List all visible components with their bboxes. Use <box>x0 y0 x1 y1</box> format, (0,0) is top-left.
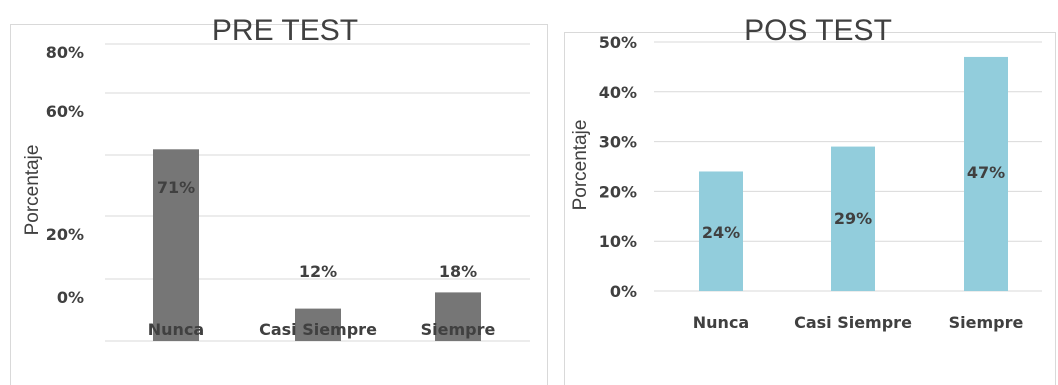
y-tick-label: 80% <box>46 43 84 62</box>
y-tick-label: 30% <box>599 133 637 152</box>
data-label: 18% <box>439 262 477 281</box>
x-tick-label: Nunca <box>693 313 749 332</box>
y-tick-label: 10% <box>599 232 637 251</box>
bar-siempre <box>435 292 481 341</box>
y-tick-label: 60% <box>46 102 84 121</box>
y-axis-label: Porcentaje <box>570 120 591 211</box>
pre-test-chart-frame <box>10 24 548 385</box>
y-tick-label: 20% <box>599 182 637 201</box>
x-tick-label: Nunca <box>148 320 204 339</box>
data-label: 47% <box>967 163 1005 182</box>
x-tick-label: Siempre <box>949 313 1024 332</box>
bar-casi-siempre <box>295 308 341 341</box>
bar-nunca <box>153 149 199 341</box>
data-label: 71% <box>157 178 195 197</box>
pre-test-plot: PRE TEST 0% 20% 60% 80% Porcentaje 71% 12% 18% Nu… <box>22 14 530 342</box>
pos-test-chart-frame <box>564 32 1056 385</box>
chart-title: POS TEST <box>744 14 892 47</box>
y-tick-label: 20% <box>46 225 84 244</box>
bar-siempre <box>964 56 1008 291</box>
y-tick-label: 50% <box>599 33 637 52</box>
y-tick-label: 0% <box>57 288 84 307</box>
x-tick-label: Casi Siempre <box>794 313 912 332</box>
y-axis-label: Porcentaje <box>22 145 43 236</box>
x-tick-label: Casi Siempre <box>259 320 377 339</box>
y-tick-label: 0% <box>610 282 637 301</box>
pos-test-plot: POS TEST 0% 10% 20% 30% 40% 50% Porcentaje 24% 29… <box>570 14 1042 332</box>
bar-nunca <box>699 171 743 291</box>
pos-test-chart: POS TEST 0% 10% 20% 30% 40% 50% Porcentaje 24% 29… <box>562 0 1058 385</box>
bar-casi-siempre <box>831 146 875 291</box>
data-label: 24% <box>702 223 740 242</box>
chart-title: PRE TEST <box>212 14 358 47</box>
data-label: 12% <box>299 262 337 281</box>
y-tick-label: 40% <box>599 83 637 102</box>
pre-test-chart: PRE TEST 0% 20% 60% 80% Porcentaje 71% 12% 18% Nu… <box>10 14 548 385</box>
data-label: 29% <box>834 209 872 228</box>
x-tick-label: Siempre <box>421 320 496 339</box>
